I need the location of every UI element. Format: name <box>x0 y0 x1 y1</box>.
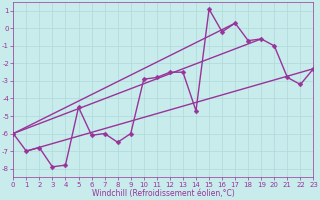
X-axis label: Windchill (Refroidissement éolien,°C): Windchill (Refroidissement éolien,°C) <box>92 189 235 198</box>
